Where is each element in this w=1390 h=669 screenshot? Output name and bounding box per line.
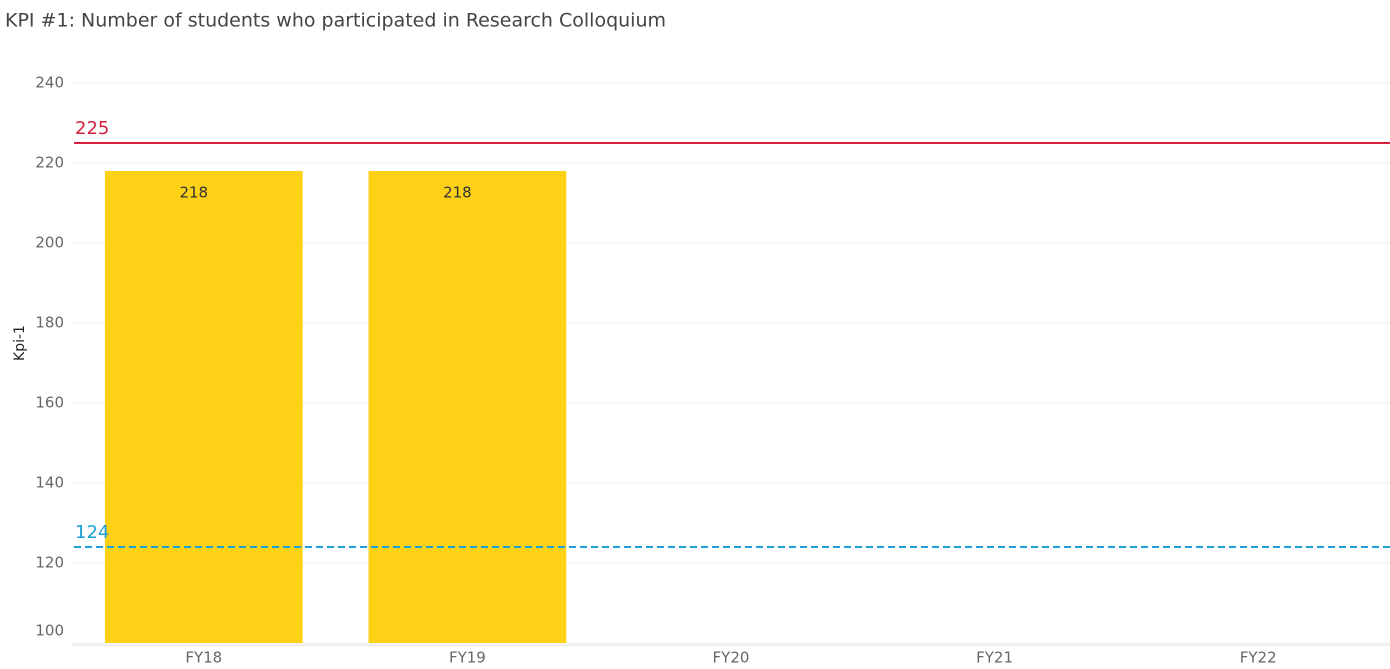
reference-label: 225 xyxy=(75,118,109,139)
bar xyxy=(104,171,303,643)
reference-label: 124 xyxy=(75,522,109,543)
y-axis-label: Kpi-1 xyxy=(12,325,28,361)
chart-title: KPI #1: Number of students who participa… xyxy=(5,10,666,32)
y-tick-label: 120 xyxy=(35,554,64,572)
data-label: 218 xyxy=(443,184,472,202)
x-tick-label: FY21 xyxy=(976,649,1013,667)
y-tick-label: 240 xyxy=(35,74,64,92)
y-tick-label: 200 xyxy=(35,234,64,252)
y-tick-label: 180 xyxy=(35,314,64,332)
y-tick-label: 160 xyxy=(35,394,64,412)
x-tick-label: FY19 xyxy=(449,649,486,667)
y-tick-label: 140 xyxy=(35,474,64,492)
data-label: 218 xyxy=(179,184,208,202)
bar xyxy=(368,171,567,643)
x-tick-label: FY22 xyxy=(1240,649,1277,667)
x-tick-label: FY20 xyxy=(713,649,750,667)
y-tick-label: 220 xyxy=(35,154,64,172)
y-tick-label: 100 xyxy=(35,622,64,640)
x-tick-label: FY18 xyxy=(185,649,222,667)
